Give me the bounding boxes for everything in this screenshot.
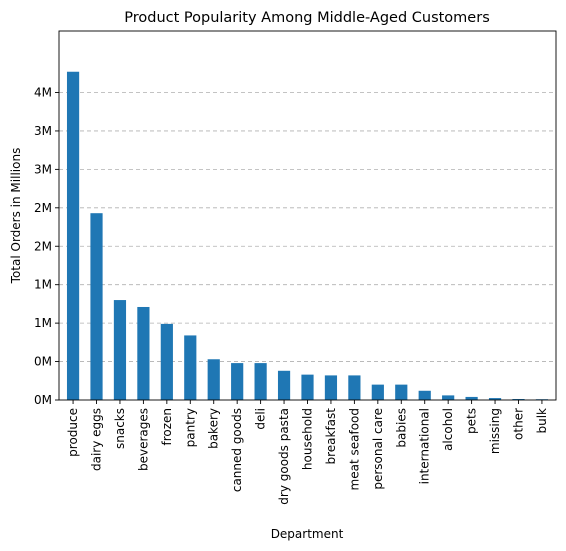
bar-frozen bbox=[160, 323, 173, 400]
x-tick-label: snacks bbox=[113, 408, 127, 449]
bar-household bbox=[301, 374, 314, 400]
bar-bakery bbox=[207, 359, 220, 400]
y-tick-label: 3M bbox=[34, 124, 52, 138]
x-tick-label: international bbox=[418, 408, 432, 484]
bar-dairy-eggs bbox=[90, 213, 103, 400]
x-tick-label: beverages bbox=[136, 408, 150, 471]
bar-beverages bbox=[137, 306, 150, 400]
y-axis: 0M 0M 1M 1M 2M 2M 3M 3M 4M bbox=[34, 86, 59, 407]
x-tick-label: personal care bbox=[371, 408, 385, 490]
bar-produce bbox=[66, 71, 80, 401]
bar-snacks bbox=[113, 300, 127, 400]
y-tick-label: 4M bbox=[34, 86, 52, 100]
x-tick-label: household bbox=[301, 408, 315, 470]
grid-layer bbox=[59, 92, 556, 362]
x-tick-label: missing bbox=[488, 408, 502, 454]
bar-missing bbox=[488, 398, 502, 400]
y-tick-label: 0M bbox=[34, 393, 52, 407]
bar-canned-goods bbox=[231, 363, 244, 400]
x-axis: produce dairy eggs snacks beverages frozen pa… bbox=[66, 400, 549, 505]
y-tick-label: 2M bbox=[34, 201, 52, 215]
x-tick-label: other bbox=[511, 408, 525, 440]
x-tick-label: bakery bbox=[207, 408, 221, 449]
y-tick-label: 2M bbox=[34, 239, 52, 253]
x-tick-label: meat seafood bbox=[347, 408, 361, 490]
y-axis-label: Total Orders in Millions bbox=[9, 148, 23, 285]
x-tick-label: alcohol bbox=[441, 408, 455, 451]
x-tick-label: dairy eggs bbox=[90, 408, 104, 471]
bar-babies bbox=[395, 384, 408, 400]
bar-pets bbox=[465, 396, 478, 400]
bar-dry-goods-pasta bbox=[277, 370, 291, 400]
y-tick-label: 1M bbox=[34, 278, 52, 292]
x-tick-label: canned goods bbox=[230, 408, 244, 492]
bar-pantry bbox=[184, 335, 197, 400]
bar-breakfast bbox=[324, 375, 338, 400]
y-tick-label: 3M bbox=[34, 162, 52, 176]
x-tick-label: frozen bbox=[160, 408, 174, 446]
x-axis-label: Department bbox=[271, 527, 344, 541]
bar-deli bbox=[254, 363, 267, 400]
bar-international bbox=[418, 390, 431, 400]
y-tick-label: 0M bbox=[34, 355, 52, 369]
bar-meat-seafood bbox=[348, 375, 361, 400]
x-tick-label: produce bbox=[66, 408, 80, 457]
bar-other bbox=[512, 399, 525, 400]
x-tick-label: pets bbox=[465, 408, 479, 434]
x-tick-label: babies bbox=[394, 408, 408, 448]
x-tick-label: breakfast bbox=[324, 408, 338, 465]
x-tick-label: bulk bbox=[535, 408, 549, 434]
plot-frame bbox=[58, 30, 557, 401]
bar-personal-care bbox=[371, 384, 384, 400]
y-tick-label: 1M bbox=[34, 316, 52, 330]
x-tick-label: pantry bbox=[183, 408, 197, 447]
bar-alcohol bbox=[442, 395, 455, 400]
chart-title: Product Popularity Among Middle-Aged Cus… bbox=[124, 10, 490, 26]
x-tick-label: dry goods pasta bbox=[277, 408, 291, 505]
x-tick-label: deli bbox=[254, 408, 268, 430]
bars-layer bbox=[66, 71, 549, 401]
